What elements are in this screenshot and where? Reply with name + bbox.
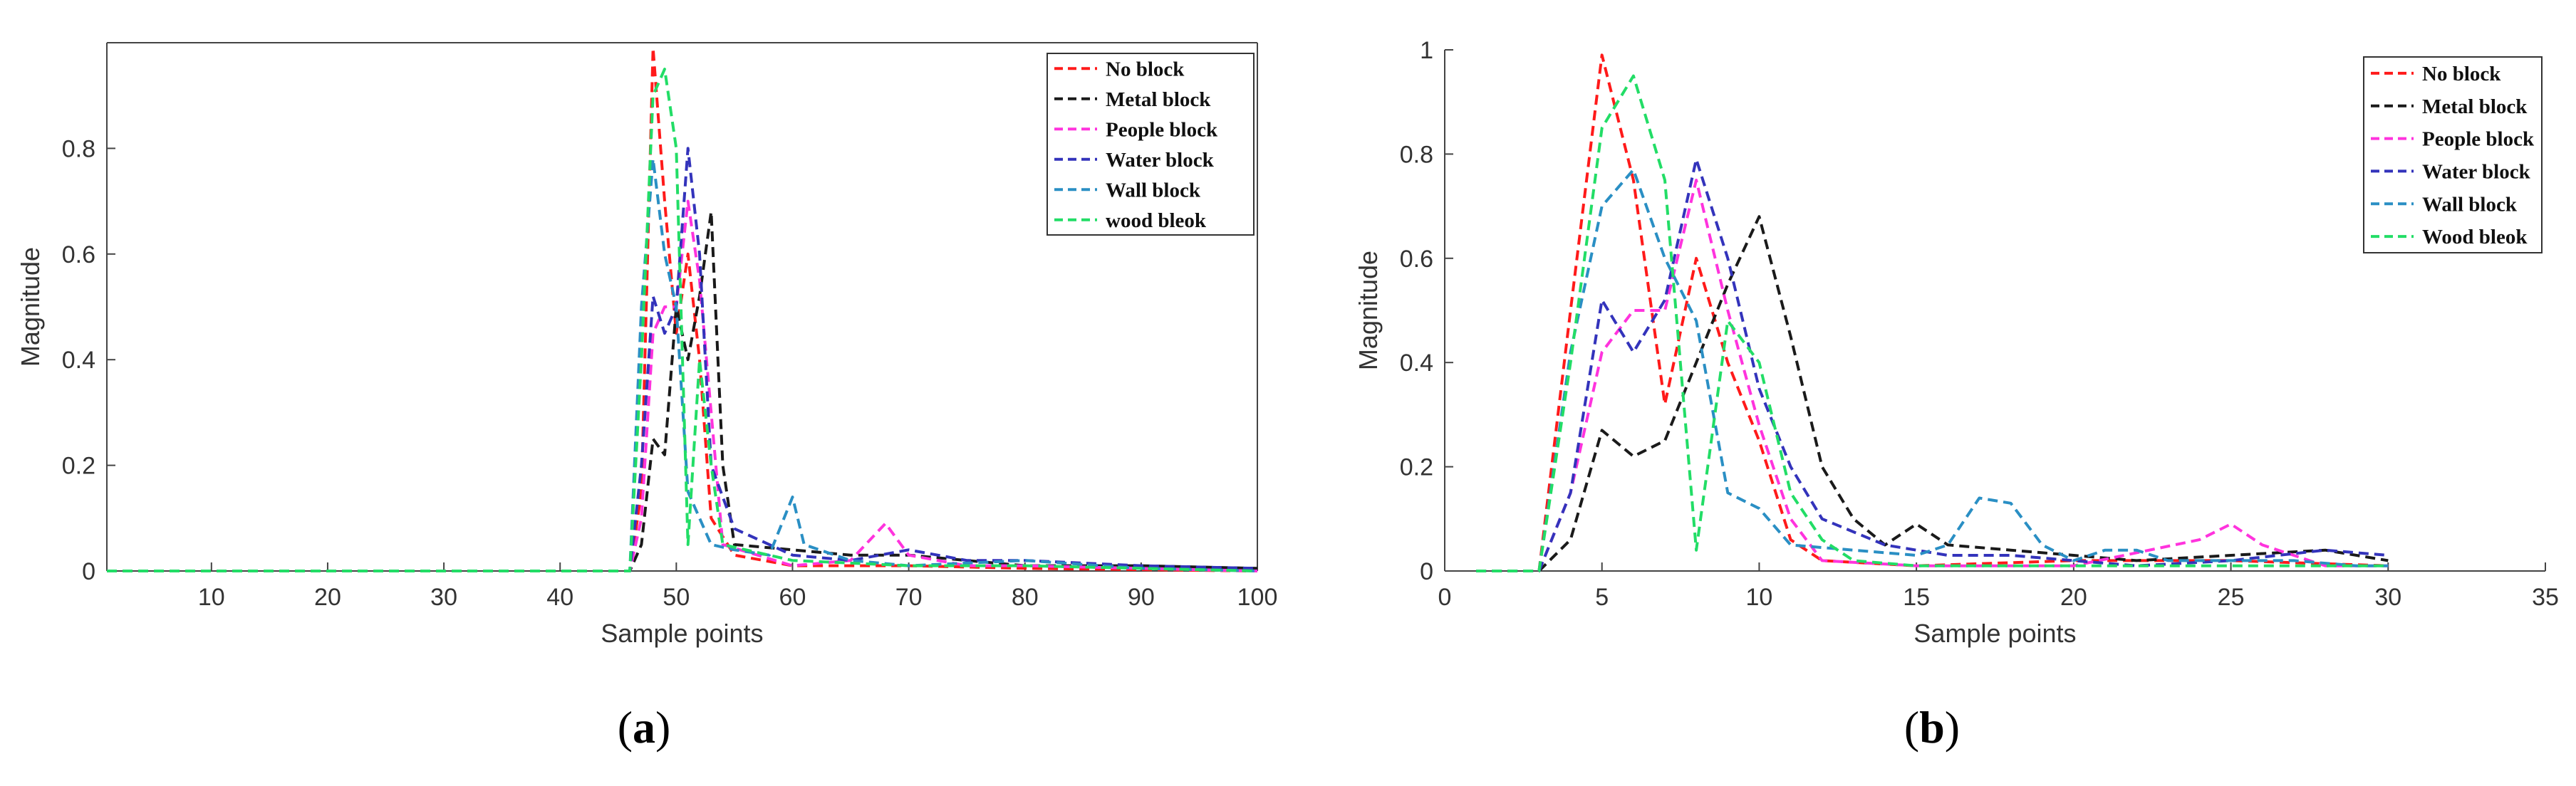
x-tick-label-a: 50 xyxy=(663,584,690,611)
legend-label-a: People block xyxy=(1106,118,1218,141)
series-line-a-wood-bleok xyxy=(107,68,1258,572)
y-tick-label-b: 1 xyxy=(1420,37,1433,64)
series-line-b-no-block xyxy=(1476,53,2389,572)
chart-panel-a: 10 20 30 40 50 60 70 80 90 100 0 0.2 0.4 0.6 0.8 Sample… xyxy=(16,42,1278,753)
x-tick-label-a: 10 xyxy=(198,584,225,611)
legend-box-a xyxy=(1046,53,1255,236)
legend-label-a: Wall block xyxy=(1106,179,1201,201)
x-axis-label-a: Sample points xyxy=(601,619,763,648)
x-tick-label-b: 20 xyxy=(2060,584,2087,611)
x-tick-label-b: 10 xyxy=(1746,584,1773,611)
x-tick-label-a: 60 xyxy=(779,584,806,611)
legend-label-a: No block xyxy=(1106,58,1185,80)
line-chart-b: 0 5 10 15 20 25 30 35 0 0.2 0.4 0.6 0.8 1 Sample point… xyxy=(1354,37,2559,648)
series-line-b-water-block xyxy=(1476,157,2389,572)
x-tick-label-b: 15 xyxy=(1903,584,1930,611)
y-tick-label-b: 0.2 xyxy=(1400,454,1433,481)
y-axis-label-b: Magnitude xyxy=(1354,251,1383,370)
series-line-a-metal-block xyxy=(107,210,1258,572)
x-tick-label-a: 20 xyxy=(314,584,341,611)
caption-b: (b) xyxy=(1904,702,1960,753)
x-tick-label-a: 90 xyxy=(1128,584,1155,611)
legend-label-b: Water block xyxy=(2422,160,2531,183)
y-tick-label-b: 0 xyxy=(1420,558,1433,585)
series-line-a-people-block xyxy=(107,199,1258,572)
y-tick-label-a: 0.6 xyxy=(62,241,95,268)
x-tick-label-a: 30 xyxy=(430,584,457,611)
x-tick-label-b: 0 xyxy=(1438,584,1452,611)
legend-label-a: wood bleok xyxy=(1106,209,1207,232)
x-tick-label-b: 5 xyxy=(1595,584,1609,611)
x-axis-label-b: Sample points xyxy=(1913,619,2076,648)
caption-a: (a) xyxy=(617,702,671,753)
caption-a-label: a xyxy=(633,702,655,753)
series-line-b-people-block xyxy=(1476,179,2389,572)
x-tick-label-a: 40 xyxy=(546,584,573,611)
y-axis-label-a: Magnitude xyxy=(16,247,45,367)
legend-label-b: Wood bleok xyxy=(2422,226,2528,248)
x-tick-label-b: 35 xyxy=(2532,584,2559,611)
x-tick-label-a: 100 xyxy=(1237,584,1278,611)
legend-box-b xyxy=(2363,56,2543,253)
legend-label-b: Metal block xyxy=(2422,95,2528,118)
y-tick-label-b: 0.4 xyxy=(1400,350,1433,377)
y-tick-label-b: 0.6 xyxy=(1400,246,1433,273)
series-line-b-metal-block xyxy=(1476,215,2389,572)
y-tick-label-a: 0.2 xyxy=(62,453,95,480)
chart-panel-b: 0 5 10 15 20 25 30 35 0 0.2 0.4 0.6 0.8 1 Sample point… xyxy=(1288,0,2576,786)
legend-label-a: Metal block xyxy=(1106,88,1211,111)
series-line-b-wall-block xyxy=(1476,168,2389,572)
legend-label-b: People block xyxy=(2422,128,2535,151)
line-chart-a: 10 20 30 40 50 60 70 80 90 100 0 0.2 0.4 0.6 0.8 Sample… xyxy=(16,42,1278,648)
y-tick-label-b: 0.8 xyxy=(1400,141,1433,168)
caption-b-label: b xyxy=(1919,702,1945,753)
series-line-b-wood-bleok xyxy=(1476,74,2389,572)
x-tick-label-b: 25 xyxy=(2218,584,2245,611)
x-tick-label-a: 70 xyxy=(895,584,923,611)
x-tick-label-a: 80 xyxy=(1012,584,1039,611)
legend-label-a: Water block xyxy=(1106,149,1215,172)
y-tick-label-a: 0 xyxy=(82,558,95,585)
y-tick-label-a: 0.4 xyxy=(62,347,95,374)
legend-label-b: No block xyxy=(2422,63,2501,85)
y-tick-label-a: 0.8 xyxy=(62,135,95,162)
x-tick-label-b: 30 xyxy=(2374,584,2401,611)
legend-label-b: Wall block xyxy=(2422,193,2518,216)
series-line-a-water-block xyxy=(107,147,1258,572)
